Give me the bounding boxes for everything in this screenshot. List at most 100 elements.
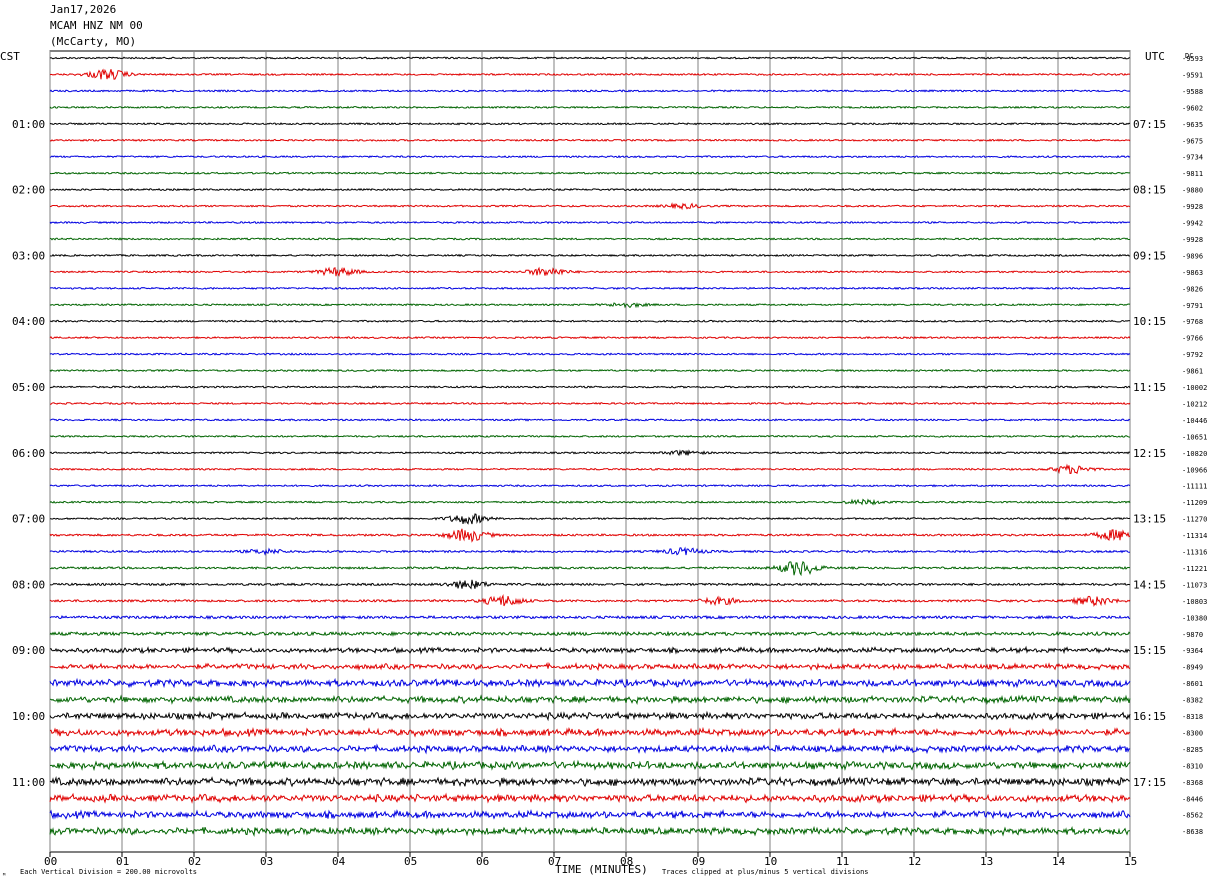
x-tick-label: 08 [620,855,633,868]
dc-offset-label: -8638 [1182,828,1203,836]
dc-offset-label: -11314 [1182,532,1207,540]
dc-offset-label: -11073 [1182,581,1207,589]
right-hour-label: 16:15 [1133,710,1166,723]
trace-1 [49,68,1131,80]
x-tick-label: 01 [116,855,129,868]
dc-offset-label: -8601 [1182,680,1203,688]
trace-35 [49,630,1131,637]
dc-offset-label: -9768 [1182,318,1203,326]
trace-41 [49,726,1131,738]
dc-offset-label: -9792 [1182,351,1203,359]
trace-29 [49,528,1131,543]
x-tick-label: 02 [188,855,201,868]
left-hour-label: 10:00 [12,710,45,723]
dc-offset-label: -11316 [1182,549,1207,557]
trace-30 [49,546,1130,556]
trace-25 [49,463,1131,475]
dc-offset-label: -8285 [1182,746,1203,754]
trace-2 [49,89,1131,93]
dc-offset-label: -9591 [1182,71,1203,79]
x-tick-label: 03 [260,855,273,868]
trace-47 [49,825,1130,837]
location-label: (McCarty, MO) [50,35,137,48]
dc-offset-label: -9880 [1182,187,1203,195]
x-tick-label: 09 [692,855,705,868]
right-hour-label: 07:15 [1133,118,1166,131]
dc-offset-label: -11209 [1182,499,1207,507]
dc-offset-label: -10966 [1182,466,1207,474]
trace-36 [49,645,1131,655]
trace-5 [49,138,1131,142]
trace-44 [49,775,1131,788]
left-hour-label: 05:00 [12,381,45,394]
right-hour-label: 13:15 [1133,513,1166,526]
x-tick-label: 04 [332,855,346,868]
x-tick-label: 07 [548,855,561,868]
dc-offset-label: -10820 [1182,450,1207,458]
right-hour-label: 11:15 [1133,381,1166,394]
left-hour-label: 03:00 [12,249,45,262]
trace-22 [49,418,1131,422]
dc-offset-label: -8318 [1182,713,1203,721]
trace-7 [49,171,1131,175]
dc-offset-label: -10002 [1182,384,1207,392]
trace-33 [49,593,1131,607]
trace-12 [49,253,1131,258]
dc-offset-label: -9861 [1182,368,1203,376]
dc-offset-label: -9593 [1182,55,1203,63]
trace-39 [49,694,1131,705]
left-hour-label: 11:00 [12,776,45,789]
right-hour-label: 10:15 [1133,315,1166,328]
seismic-traces [49,56,1131,837]
trace-10 [49,220,1131,225]
right-hour-label: 09:15 [1133,249,1166,262]
dc-offset-label: -10803 [1182,598,1207,606]
left-hour-label: 08:00 [12,578,45,591]
x-tick-label: 10 [764,855,777,868]
dc-offset-label: -8949 [1182,664,1203,672]
trace-19 [49,368,1131,373]
dc-offset-label: -10212 [1182,400,1207,408]
left-timezone-label: CST [0,50,20,63]
dc-header-label: DC [1185,52,1193,60]
trace-27 [49,498,1131,506]
trace-32 [49,579,1131,590]
trace-16 [49,319,1131,323]
dc-offset-label: -9364 [1182,647,1203,655]
trace-3 [49,105,1131,109]
trace-8 [49,187,1130,192]
minute-grid [49,50,1131,857]
right-hour-label: 08:15 [1133,184,1166,197]
left-hour-label: 06:00 [12,447,45,460]
trace-46 [49,808,1131,820]
dc-offset-label: -9791 [1182,302,1203,310]
x-tick-label: 11 [836,855,849,868]
trace-15 [49,302,1131,309]
dc-offset-label: -9896 [1182,252,1203,260]
dc-offset-label: -9766 [1182,335,1203,343]
dc-offset-label: -9602 [1182,104,1203,112]
dc-offset-label: -9588 [1182,88,1203,96]
trace-11 [49,237,1131,241]
trace-24 [49,449,1131,457]
dc-offset-label: -10651 [1182,433,1207,441]
dc-offset-label: -9942 [1182,220,1203,228]
trace-26 [49,483,1131,488]
dc-offset-label: -8562 [1182,812,1203,820]
trace-0 [49,56,1131,60]
station-label: MCAM HNZ NM 00 [50,19,143,32]
trace-43 [49,759,1131,772]
dc-offset-label: -9863 [1182,269,1203,277]
dc-offset-label: -9826 [1182,285,1203,293]
left-hour-label: 01:00 [12,118,45,131]
dc-offset-label: -8382 [1182,697,1203,705]
trace-34 [49,614,1131,620]
trace-21 [49,401,1131,406]
x-tick-label: 15 [1124,855,1137,868]
left-hour-label: 02:00 [12,184,45,197]
dc-offset-label: -11111 [1182,483,1207,491]
dc-offset-label: -8310 [1182,762,1203,770]
trace-37 [49,661,1131,672]
trace-40 [49,710,1131,722]
